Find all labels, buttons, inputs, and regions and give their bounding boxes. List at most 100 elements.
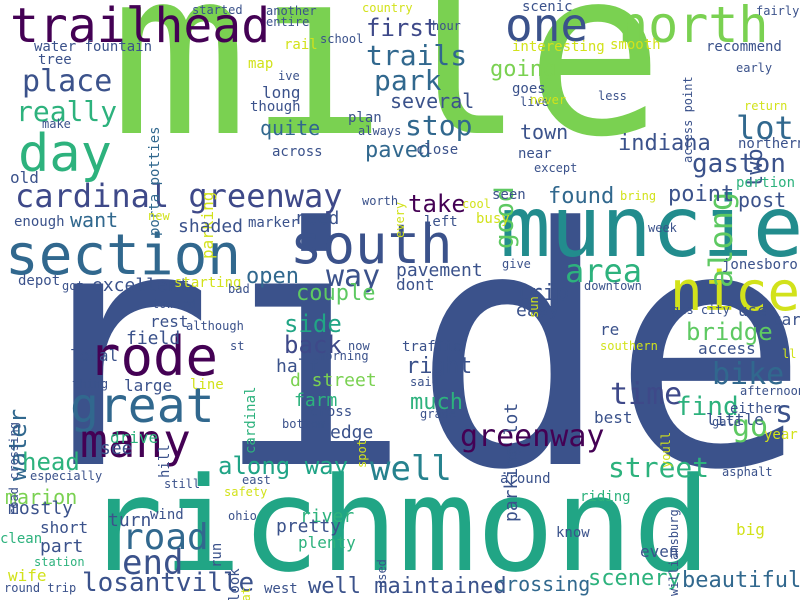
word-east: east bbox=[242, 473, 271, 487]
word-around: around bbox=[500, 471, 551, 487]
word-area: area bbox=[565, 252, 643, 290]
word-school: school bbox=[320, 32, 364, 46]
word-re: re bbox=[600, 320, 620, 339]
word-short: short bbox=[40, 518, 89, 537]
word-ohio: ohio bbox=[228, 509, 257, 523]
word-trailhead: trailhead bbox=[10, 0, 271, 54]
word-fairly: fairly bbox=[756, 4, 800, 18]
word-st: st bbox=[230, 339, 245, 353]
word-take: take bbox=[408, 190, 466, 218]
word-field: field bbox=[126, 328, 181, 349]
word-road: road bbox=[122, 517, 209, 558]
word-pavement: pavement bbox=[396, 260, 483, 281]
word-well: well bbox=[370, 449, 452, 489]
word-find: find bbox=[676, 392, 739, 422]
word-another: another bbox=[266, 4, 317, 18]
word-access-point: access point bbox=[681, 76, 695, 163]
word-great: great bbox=[70, 378, 215, 434]
word-back: back bbox=[284, 331, 342, 359]
word-trip: trip bbox=[516, 281, 569, 306]
word-access: access bbox=[698, 339, 756, 358]
word-richmond: richmond bbox=[85, 449, 712, 600]
word-afternoon: afternoon bbox=[740, 384, 800, 398]
word-scenic: scenic bbox=[522, 0, 573, 15]
word-co: co bbox=[505, 447, 519, 462]
word-said: said bbox=[410, 375, 439, 389]
word-used: used bbox=[375, 559, 389, 588]
word-toward: toward bbox=[152, 297, 196, 311]
word-losantville: losantville bbox=[82, 568, 255, 598]
word-local: local bbox=[70, 346, 119, 365]
word-youll: youll bbox=[659, 431, 673, 468]
word-beautiful: beautiful bbox=[682, 568, 800, 593]
word-couple: couple bbox=[296, 281, 376, 306]
word-gate: gate bbox=[712, 415, 741, 429]
word-lot: lot bbox=[736, 109, 794, 147]
word-old: old bbox=[10, 168, 39, 187]
word-close: close bbox=[416, 142, 459, 158]
word-open: open bbox=[246, 264, 299, 289]
word-little: little bbox=[706, 410, 764, 429]
word-greenway: greenway bbox=[460, 419, 605, 454]
word-flat: flat bbox=[239, 587, 253, 600]
word-much: much bbox=[410, 390, 463, 415]
word-stop: stop bbox=[405, 109, 473, 142]
word-worth: worth bbox=[362, 194, 399, 208]
word-asphalt: asphalt bbox=[722, 465, 773, 479]
word-place: place bbox=[22, 64, 113, 99]
word-especially: especially bbox=[30, 469, 103, 483]
word-tree: tree bbox=[38, 52, 72, 68]
word-make: make bbox=[42, 117, 71, 131]
word-turn: turn bbox=[108, 510, 152, 531]
word-left: left bbox=[424, 214, 458, 230]
word-country: country bbox=[362, 1, 413, 15]
word-d-street: d street bbox=[290, 370, 377, 391]
word-now: now bbox=[348, 339, 370, 353]
word-hour: hour bbox=[432, 19, 461, 33]
word-dont: dont bbox=[396, 275, 435, 294]
word-one: one bbox=[505, 0, 589, 52]
word-day: day bbox=[18, 124, 112, 184]
word-cool: cool bbox=[462, 197, 491, 211]
word-sun: sun bbox=[527, 296, 541, 318]
word-never: never bbox=[530, 93, 567, 107]
word-run: run bbox=[209, 542, 225, 568]
word-line: line bbox=[190, 377, 224, 393]
word-less: less bbox=[598, 89, 627, 103]
word-interesting: interesting bbox=[512, 39, 605, 55]
word-rail: rail bbox=[284, 37, 318, 53]
word-portion: portion bbox=[736, 175, 796, 191]
word-head: head bbox=[22, 448, 80, 476]
word-every: every bbox=[393, 201, 407, 238]
word-excellent: excellent bbox=[92, 275, 190, 296]
word-big: big bbox=[736, 520, 765, 539]
word-paved: paved bbox=[365, 138, 432, 163]
word-mostly: mostly bbox=[8, 498, 74, 519]
word-quite: quite bbox=[260, 116, 321, 140]
word-right: right bbox=[406, 354, 473, 379]
word-year: year bbox=[764, 427, 798, 443]
word-still: still bbox=[164, 477, 201, 491]
word-clean: clean bbox=[0, 531, 43, 547]
word-crossing: crossing bbox=[494, 572, 591, 596]
word-recommend: recommend bbox=[706, 39, 782, 55]
word-rest: rest bbox=[150, 312, 189, 331]
word-round-trip: round trip bbox=[4, 581, 77, 595]
word-cardinal-greenway: cardinal greenway bbox=[15, 177, 343, 215]
word-always: always bbox=[358, 124, 402, 138]
word-jonesboro: jonesboro bbox=[722, 257, 798, 273]
word-s: s bbox=[775, 395, 794, 430]
word-well-maintained: well maintained bbox=[308, 574, 507, 599]
word-smooth: smooth bbox=[610, 37, 661, 53]
word-new: new bbox=[148, 209, 170, 223]
word-depot: depot bbox=[18, 273, 61, 289]
word-rode: rode bbox=[88, 325, 219, 388]
word-park: park bbox=[374, 64, 442, 97]
word-bad: bad bbox=[228, 282, 250, 296]
word-go: go bbox=[732, 409, 769, 444]
word-trails: trails bbox=[366, 39, 468, 72]
word-found: found bbox=[548, 184, 615, 209]
word-way: way bbox=[326, 259, 381, 294]
word-street: street bbox=[608, 451, 710, 484]
